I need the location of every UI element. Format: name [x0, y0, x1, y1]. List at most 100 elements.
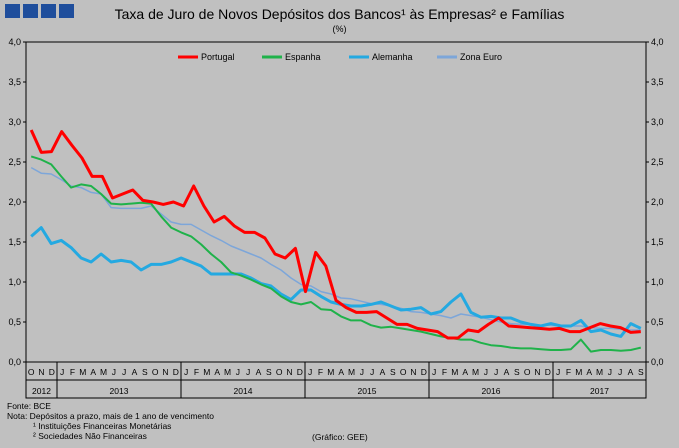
x-month-label: A [132, 367, 138, 377]
chart-title: Taxa de Juro de Novos Depósitos dos Banc… [114, 6, 565, 22]
x-month-label: N [162, 367, 168, 377]
x-month-label: S [390, 367, 396, 377]
x-month-label: S [514, 367, 520, 377]
y-tick-label-right: 0,0 [651, 357, 664, 367]
y-tick-label-right: 0,5 [651, 317, 664, 327]
x-month-label: J [112, 367, 116, 377]
x-month-label: M [596, 367, 603, 377]
x-month-label: D [173, 367, 179, 377]
x-month-label: O [276, 367, 283, 377]
x-month-label: O [152, 367, 159, 377]
x-month-label: A [380, 367, 386, 377]
x-year-label: 2017 [590, 386, 609, 396]
legend-label: Alemanha [372, 52, 413, 62]
x-month-label: S [142, 367, 148, 377]
y-tick-label-right: 3,5 [651, 77, 664, 87]
x-month-label: J [608, 367, 612, 377]
x-month-label: M [348, 367, 355, 377]
y-tick-label-right: 4,0 [651, 37, 664, 47]
x-month-label: A [462, 367, 468, 377]
chart-credit: (Gráfico: GEE) [312, 432, 368, 442]
x-month-label: A [504, 367, 510, 377]
deposit-note: Nota: Depósitos a prazo, mais de 1 ano d… [7, 411, 214, 421]
x-month-label: M [575, 367, 582, 377]
x-month-label: A [628, 367, 634, 377]
x-month-label: M [79, 367, 86, 377]
y-tick-label-right: 1,0 [651, 277, 664, 287]
legend-label: Espanha [285, 52, 321, 62]
x-month-label: A [586, 367, 592, 377]
x-month-label: A [214, 367, 220, 377]
chart-subtitle: (%) [332, 24, 347, 34]
footnote-1: ¹ Instituições Financeiras Monetárias [33, 421, 172, 431]
y-tick-label-right: 2,0 [651, 197, 664, 207]
source-note: Fonte: BCE [7, 401, 51, 411]
y-tick-label-left: 1,0 [8, 277, 21, 287]
x-year-label: 2012 [32, 386, 51, 396]
x-year-label: 2016 [482, 386, 501, 396]
x-month-label: N [286, 367, 292, 377]
x-month-label: F [194, 367, 199, 377]
series-line-portugal [29, 129, 641, 340]
x-month-label: M [472, 367, 479, 377]
x-month-label: J [432, 367, 436, 377]
y-tick-label-left: 1,5 [8, 237, 21, 247]
x-month-label: J [184, 367, 188, 377]
x-month-label: J [308, 367, 312, 377]
x-month-label: S [638, 367, 644, 377]
x-month-label: J [618, 367, 622, 377]
plot-area [25, 41, 647, 363]
x-month-label: F [442, 367, 447, 377]
y-tick-label-right: 1,5 [651, 237, 664, 247]
x-month-label: D [49, 367, 55, 377]
x-month-label: J [556, 367, 560, 377]
x-month-label: J [246, 367, 250, 377]
logo [5, 4, 74, 18]
x-year-label: 2013 [110, 386, 129, 396]
legend-label: Zona Euro [460, 52, 502, 62]
y-tick-label-left: 3,0 [8, 117, 21, 127]
x-month-label: A [256, 367, 262, 377]
x-month-label: N [534, 367, 540, 377]
x-month-label: A [90, 367, 96, 377]
y-tick-label-left: 2,0 [8, 197, 21, 207]
x-month-label: M [203, 367, 210, 377]
y-tick-label-left: 3,5 [8, 77, 21, 87]
x-month-label: J [122, 367, 126, 377]
x-month-label: M [100, 367, 107, 377]
x-month-label: J [360, 367, 364, 377]
legend-label: Portugal [201, 52, 235, 62]
footnote-2: ² Sociedades Não Financeiras [33, 431, 147, 441]
y-tick-label-right: 2,5 [651, 157, 664, 167]
x-month-label: O [524, 367, 531, 377]
series-line-espanha [30, 155, 642, 353]
x-month-label: M [327, 367, 334, 377]
x-month-label: F [318, 367, 323, 377]
x-month-label: M [224, 367, 231, 377]
y-tick-label-right: 3,0 [651, 117, 664, 127]
x-month-label: N [38, 367, 44, 377]
x-month-label: S [266, 367, 272, 377]
x-year-label: 2014 [234, 386, 253, 396]
x-month-label: A [338, 367, 344, 377]
x-month-label: O [400, 367, 407, 377]
x-month-label: J [60, 367, 64, 377]
x-month-label: J [484, 367, 488, 377]
x-month-label: O [28, 367, 35, 377]
x-month-label: N [410, 367, 416, 377]
x-month-label: D [421, 367, 427, 377]
x-month-label: J [494, 367, 498, 377]
x-month-label: F [566, 367, 571, 377]
series-line-alemanha [30, 226, 642, 338]
x-month-label: F [70, 367, 75, 377]
x-month-label: J [236, 367, 240, 377]
y-tick-label-left: 0,0 [8, 357, 21, 367]
x-month-label: D [297, 367, 303, 377]
x-month-label: J [370, 367, 374, 377]
x-year-label: 2015 [358, 386, 377, 396]
y-tick-label-left: 4,0 [8, 37, 21, 47]
x-month-label: M [451, 367, 458, 377]
x-month-label: D [545, 367, 551, 377]
y-tick-label-left: 0,5 [8, 317, 21, 327]
